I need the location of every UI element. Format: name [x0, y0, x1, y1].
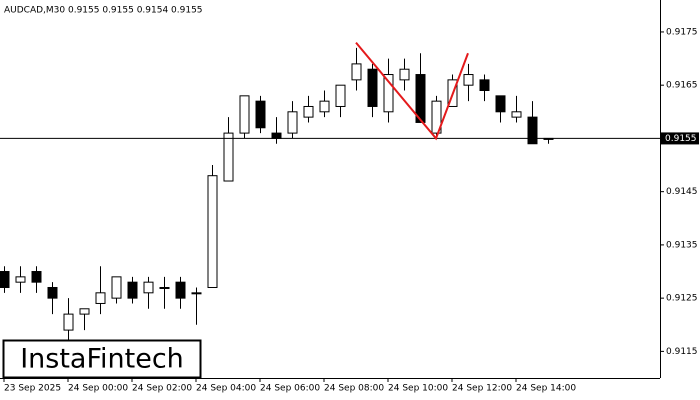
candle-body-down — [527, 116, 538, 145]
candle-body-up — [63, 313, 74, 331]
y-tick-label: 0.9115 — [666, 347, 698, 357]
price-label: 0.9155 — [665, 134, 697, 144]
pattern-line — [355, 41, 469, 141]
candle-body-up — [207, 175, 218, 288]
candle-body-up — [95, 292, 106, 304]
candle-body-up — [79, 308, 90, 315]
candle-body-up — [335, 84, 346, 107]
candle-body-up — [431, 100, 442, 134]
x-tick-label: 24 Sep 06:00 — [260, 384, 320, 394]
plot-area — [0, 0, 660, 378]
candle-body-up — [303, 105, 314, 118]
candle-body-down — [415, 74, 426, 123]
price-label-box — [661, 132, 699, 145]
candle-body-down — [175, 281, 186, 299]
y-tick-label: 0.9175 — [666, 27, 698, 37]
candle-body-up — [191, 292, 202, 295]
candle-body-up — [463, 74, 474, 86]
candle-body-down — [47, 286, 58, 299]
candle-body-down — [31, 271, 42, 283]
candle-body-down — [127, 281, 138, 299]
candle-body-down — [479, 79, 490, 92]
candle-body-up — [143, 281, 154, 294]
candle-body-down — [271, 132, 282, 139]
candle-body-up — [399, 68, 410, 81]
candle-body-down — [255, 100, 266, 129]
candle-body-up — [223, 132, 234, 182]
y-tick-label: 0.9135 — [666, 240, 698, 250]
candle-body-down — [495, 95, 506, 113]
candle-body-up — [15, 276, 26, 283]
candle-body-up — [319, 100, 330, 113]
x-tick-label: 24 Sep 10:00 — [388, 384, 448, 394]
logo-box — [2, 339, 202, 379]
x-tick-label: 24 Sep 02:00 — [132, 384, 192, 394]
candle-body-up — [239, 95, 250, 134]
candle-body-up — [351, 63, 362, 81]
header: AUDCAD,M30 0.9155 0.9155 0.9154 0.9155 — [4, 6, 203, 16]
x-tick-label: 24 Sep 12:00 — [452, 384, 512, 394]
x-tick-label: 24 Sep 04:00 — [196, 384, 256, 394]
y-tick-label: 0.9165 — [666, 81, 698, 91]
logo: InstaFintech — [20, 344, 184, 375]
candle-body-down — [367, 68, 378, 107]
x-tick-label: 24 Sep 14:00 — [516, 384, 576, 394]
candle-body-up — [159, 286, 170, 289]
y-tick-label: 0.9125 — [666, 294, 698, 304]
x-tick-label: 24 Sep 00:00 — [68, 384, 128, 394]
candle-body-up — [111, 276, 122, 299]
candle-body-down — [0, 271, 10, 288]
x-tick-label: 24 Sep 08:00 — [324, 384, 384, 394]
y-tick-label: 0.9145 — [666, 187, 698, 197]
candle-body-up — [287, 111, 298, 134]
candle-body-up — [511, 111, 522, 118]
x-tick-label: 23 Sep 2025 — [4, 384, 61, 394]
candle-body-up — [383, 74, 394, 113]
